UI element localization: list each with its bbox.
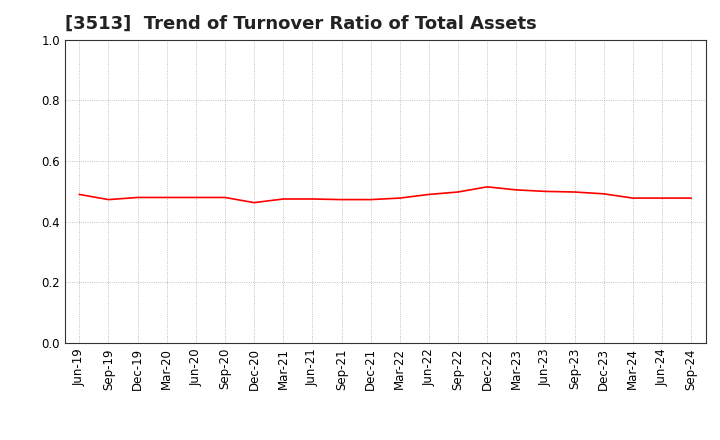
Text: [3513]  Trend of Turnover Ratio of Total Assets: [3513] Trend of Turnover Ratio of Total … [65, 15, 536, 33]
